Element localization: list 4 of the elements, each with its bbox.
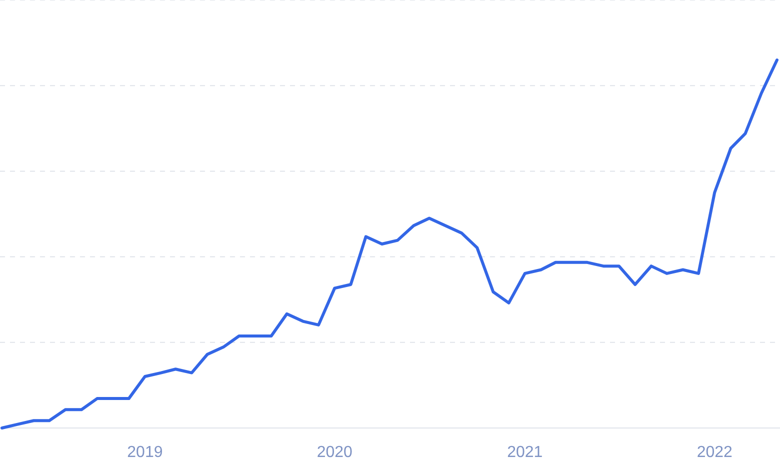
x-tick-label: 2022 <box>696 444 733 461</box>
x-tick-label: 2019 <box>127 444 163 461</box>
x-tick-label: 2021 <box>507 444 543 461</box>
x-tick-label: 2020 <box>316 444 353 461</box>
